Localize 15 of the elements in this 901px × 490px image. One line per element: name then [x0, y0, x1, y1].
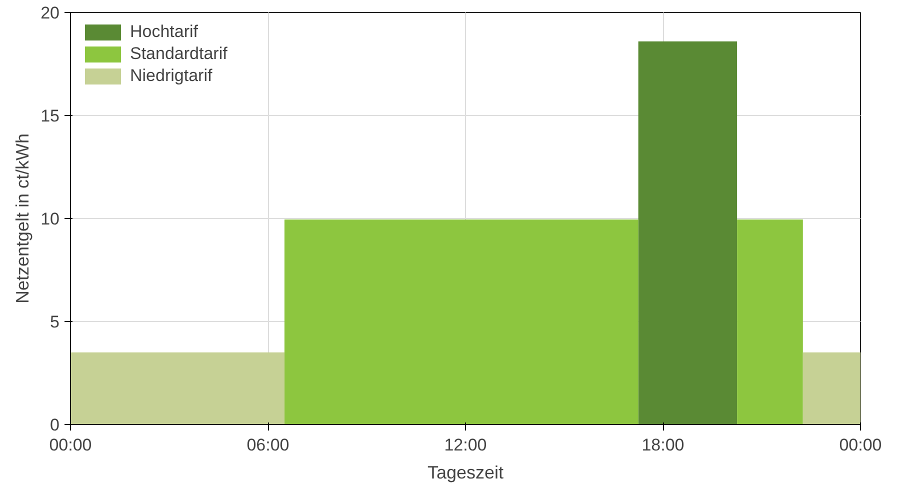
x-tick-label: 00:00 [49, 436, 92, 454]
y-tick-label: 10 [40, 210, 60, 228]
legend-label: Hochtarif [130, 22, 198, 42]
legend-label: Niedrigtarif [130, 66, 212, 86]
legend-label: Standardtarif [130, 44, 228, 64]
x-tick-label: 12:00 [444, 436, 487, 454]
x-tick-label: 06:00 [246, 436, 290, 454]
y-tick-label: 15 [40, 106, 60, 126]
y-tick-label: 5 [50, 312, 60, 332]
y-tick-label: 20 [40, 4, 60, 22]
x-tick-label: 18:00 [642, 436, 684, 454]
x-axis-title: Tageszeit [427, 462, 504, 482]
x-tick-label: 00:00 [839, 436, 882, 454]
y-tick-label: 0 [50, 416, 60, 434]
y-axis-title: Netzentgelt in ct/kWh [12, 133, 33, 304]
